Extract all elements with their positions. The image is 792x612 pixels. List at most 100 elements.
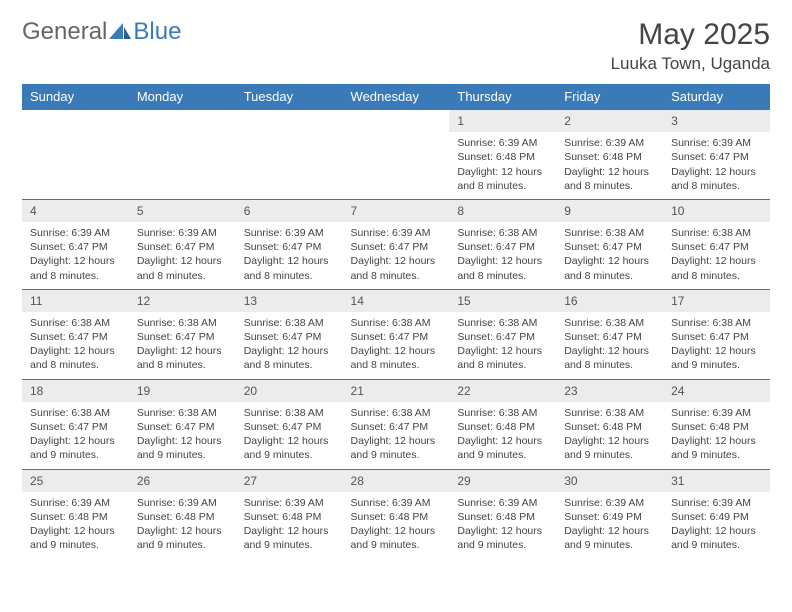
weekday-header: Friday xyxy=(556,84,663,110)
day-number-row: 25262728293031 xyxy=(22,469,770,492)
day-content: Sunrise: 6:39 AMSunset: 6:48 PMDaylight:… xyxy=(236,492,343,559)
sunrise-line: Sunrise: 6:39 AM xyxy=(457,136,548,150)
sunset-line: Sunset: 6:47 PM xyxy=(30,240,121,254)
sunset-line: Sunset: 6:48 PM xyxy=(564,420,655,434)
daylight-line: Daylight: 12 hours and 8 minutes. xyxy=(244,344,335,372)
sunset-line: Sunset: 6:47 PM xyxy=(30,330,121,344)
day-content: Sunrise: 6:38 AMSunset: 6:47 PMDaylight:… xyxy=(236,312,343,379)
daylight-line: Daylight: 12 hours and 8 minutes. xyxy=(457,254,548,282)
sunrise-line: Sunrise: 6:39 AM xyxy=(137,226,228,240)
logo-text-general: General xyxy=(22,18,107,46)
location: Luuka Town, Uganda xyxy=(611,54,770,74)
day-number: 3 xyxy=(663,110,770,133)
daylight-line: Daylight: 12 hours and 8 minutes. xyxy=(564,344,655,372)
sunset-line: Sunset: 6:48 PM xyxy=(457,420,548,434)
day-content: Sunrise: 6:38 AMSunset: 6:47 PMDaylight:… xyxy=(129,312,236,379)
day-number xyxy=(343,110,450,133)
sunset-line: Sunset: 6:48 PM xyxy=(457,510,548,524)
day-content xyxy=(129,132,236,199)
day-content: Sunrise: 6:39 AMSunset: 6:48 PMDaylight:… xyxy=(343,492,450,559)
day-number: 5 xyxy=(129,199,236,222)
daylight-line: Daylight: 12 hours and 8 minutes. xyxy=(351,254,442,282)
day-number: 26 xyxy=(129,469,236,492)
sunrise-line: Sunrise: 6:39 AM xyxy=(30,226,121,240)
sunset-line: Sunset: 6:48 PM xyxy=(244,510,335,524)
sunset-line: Sunset: 6:48 PM xyxy=(457,150,548,164)
sail-icon xyxy=(109,23,131,41)
sunrise-line: Sunrise: 6:38 AM xyxy=(244,406,335,420)
sunrise-line: Sunrise: 6:38 AM xyxy=(244,316,335,330)
day-content: Sunrise: 6:38 AMSunset: 6:47 PMDaylight:… xyxy=(663,222,770,289)
day-content: Sunrise: 6:39 AMSunset: 6:47 PMDaylight:… xyxy=(129,222,236,289)
day-number: 23 xyxy=(556,379,663,402)
day-content xyxy=(343,132,450,199)
day-content: Sunrise: 6:38 AMSunset: 6:47 PMDaylight:… xyxy=(129,402,236,469)
sunset-line: Sunset: 6:47 PM xyxy=(244,240,335,254)
sunset-line: Sunset: 6:47 PM xyxy=(30,420,121,434)
day-number: 25 xyxy=(22,469,129,492)
day-number: 14 xyxy=(343,289,450,312)
sunset-line: Sunset: 6:47 PM xyxy=(137,420,228,434)
day-content: Sunrise: 6:39 AMSunset: 6:47 PMDaylight:… xyxy=(22,222,129,289)
day-number xyxy=(129,110,236,133)
sunrise-line: Sunrise: 6:38 AM xyxy=(671,316,762,330)
daylight-line: Daylight: 12 hours and 8 minutes. xyxy=(671,254,762,282)
day-content: Sunrise: 6:39 AMSunset: 6:48 PMDaylight:… xyxy=(663,402,770,469)
sunrise-line: Sunrise: 6:38 AM xyxy=(457,226,548,240)
day-content: Sunrise: 6:38 AMSunset: 6:47 PMDaylight:… xyxy=(22,402,129,469)
daylight-line: Daylight: 12 hours and 8 minutes. xyxy=(564,254,655,282)
sunrise-line: Sunrise: 6:38 AM xyxy=(564,316,655,330)
sunrise-line: Sunrise: 6:39 AM xyxy=(457,496,548,510)
daylight-line: Daylight: 12 hours and 9 minutes. xyxy=(351,524,442,552)
day-number: 17 xyxy=(663,289,770,312)
day-content: Sunrise: 6:38 AMSunset: 6:48 PMDaylight:… xyxy=(556,402,663,469)
day-content: Sunrise: 6:39 AMSunset: 6:48 PMDaylight:… xyxy=(449,492,556,559)
sunrise-line: Sunrise: 6:39 AM xyxy=(244,226,335,240)
sunset-line: Sunset: 6:47 PM xyxy=(351,330,442,344)
day-content xyxy=(236,132,343,199)
daylight-line: Daylight: 12 hours and 9 minutes. xyxy=(671,344,762,372)
daylight-line: Daylight: 12 hours and 8 minutes. xyxy=(671,165,762,193)
weekday-header: Thursday xyxy=(449,84,556,110)
sunrise-line: Sunrise: 6:38 AM xyxy=(564,406,655,420)
day-number: 31 xyxy=(663,469,770,492)
day-number: 9 xyxy=(556,199,663,222)
header: General Blue May 2025 Luuka Town, Uganda xyxy=(22,18,770,74)
sunrise-line: Sunrise: 6:39 AM xyxy=(671,496,762,510)
daylight-line: Daylight: 12 hours and 9 minutes. xyxy=(671,524,762,552)
sunset-line: Sunset: 6:47 PM xyxy=(671,150,762,164)
daylight-line: Daylight: 12 hours and 8 minutes. xyxy=(564,165,655,193)
day-content xyxy=(22,132,129,199)
month-title: May 2025 xyxy=(611,18,770,52)
day-content: Sunrise: 6:39 AMSunset: 6:48 PMDaylight:… xyxy=(22,492,129,559)
day-content: Sunrise: 6:38 AMSunset: 6:47 PMDaylight:… xyxy=(449,312,556,379)
sunset-line: Sunset: 6:47 PM xyxy=(671,330,762,344)
daylight-line: Daylight: 12 hours and 8 minutes. xyxy=(457,165,548,193)
day-number: 30 xyxy=(556,469,663,492)
sunset-line: Sunset: 6:47 PM xyxy=(671,240,762,254)
day-number-row: 123 xyxy=(22,110,770,133)
daylight-line: Daylight: 12 hours and 9 minutes. xyxy=(457,434,548,462)
day-number: 16 xyxy=(556,289,663,312)
sunset-line: Sunset: 6:47 PM xyxy=(564,330,655,344)
day-content: Sunrise: 6:39 AMSunset: 6:48 PMDaylight:… xyxy=(449,132,556,199)
day-number: 21 xyxy=(343,379,450,402)
sunset-line: Sunset: 6:48 PM xyxy=(564,150,655,164)
daylight-line: Daylight: 12 hours and 9 minutes. xyxy=(564,434,655,462)
day-content: Sunrise: 6:38 AMSunset: 6:47 PMDaylight:… xyxy=(556,312,663,379)
day-content: Sunrise: 6:38 AMSunset: 6:47 PMDaylight:… xyxy=(22,312,129,379)
weekday-header: Monday xyxy=(129,84,236,110)
day-number: 11 xyxy=(22,289,129,312)
sunrise-line: Sunrise: 6:39 AM xyxy=(30,496,121,510)
day-number: 8 xyxy=(449,199,556,222)
sunset-line: Sunset: 6:47 PM xyxy=(244,330,335,344)
daylight-line: Daylight: 12 hours and 9 minutes. xyxy=(137,524,228,552)
sunset-line: Sunset: 6:47 PM xyxy=(137,240,228,254)
daylight-line: Daylight: 12 hours and 9 minutes. xyxy=(137,434,228,462)
daylight-line: Daylight: 12 hours and 9 minutes. xyxy=(30,524,121,552)
logo-text-blue: Blue xyxy=(133,18,181,46)
day-number: 13 xyxy=(236,289,343,312)
sunrise-line: Sunrise: 6:39 AM xyxy=(351,496,442,510)
calendar-table: SundayMondayTuesdayWednesdayThursdayFrid… xyxy=(22,84,770,558)
sunset-line: Sunset: 6:48 PM xyxy=(137,510,228,524)
